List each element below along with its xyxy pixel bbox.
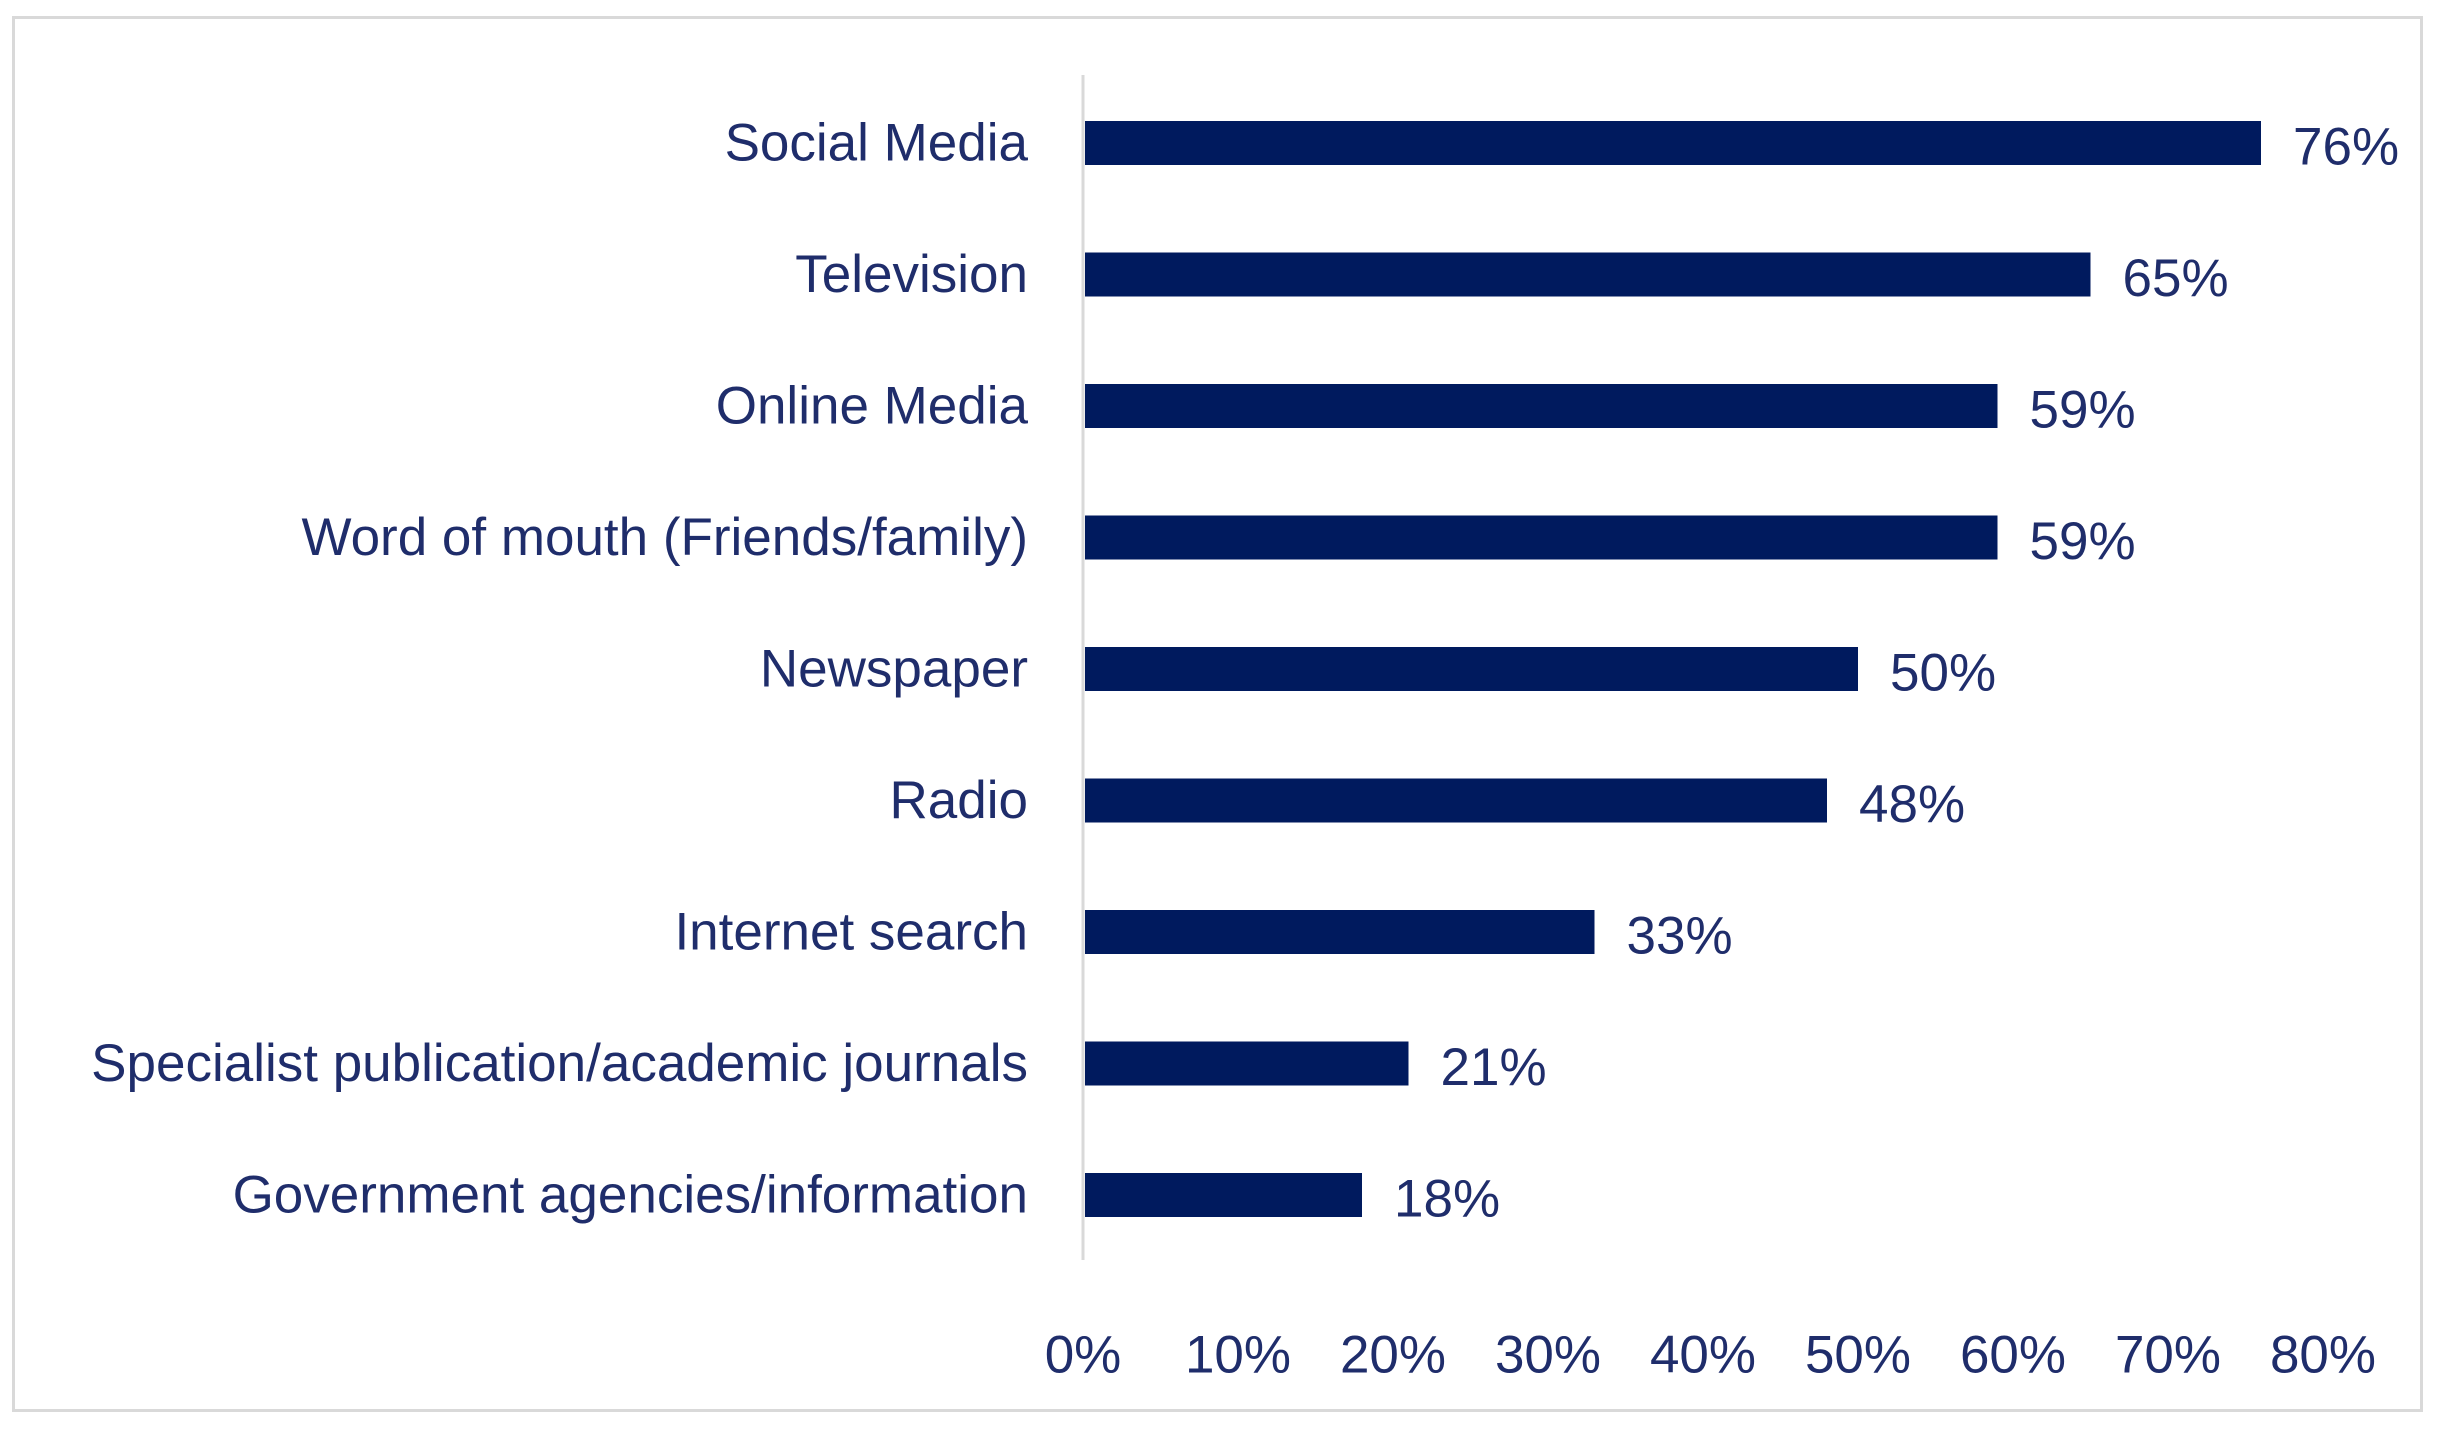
bars-group	[1085, 121, 2261, 1217]
x-axis-tick-labels: 0% 10% 20% 30% 40% 50% 60% 70% 80%	[1045, 1326, 2376, 1385]
value-label: 48%	[1859, 775, 1965, 834]
value-labels: 76% 65% 59% 59% 50% 48% 33% 21% 18%	[1394, 118, 2399, 1229]
value-label: 18%	[1394, 1170, 1500, 1229]
bar	[1085, 1173, 1362, 1217]
category-label: Internet search	[674, 903, 1028, 962]
bar	[1085, 252, 2091, 297]
category-label: Social Media	[725, 114, 1029, 173]
value-label: 33%	[1627, 907, 1733, 966]
value-label: 76%	[2293, 118, 2399, 177]
bar	[1085, 121, 2261, 165]
category-label: Word of mouth (Friends/family)	[302, 508, 1029, 567]
bar	[1085, 778, 1827, 823]
value-label: 59%	[2030, 381, 2136, 440]
x-tick-label: 50%	[1805, 1326, 1911, 1385]
x-tick-label: 70%	[2115, 1326, 2221, 1385]
bar	[1085, 1041, 1409, 1086]
bar	[1085, 910, 1595, 954]
category-label: Radio	[890, 771, 1028, 830]
category-label: Specialist publication/academic journals	[91, 1034, 1028, 1093]
bar	[1085, 515, 1998, 560]
value-label: 65%	[2123, 249, 2229, 308]
value-label: 21%	[1441, 1038, 1547, 1097]
bar	[1085, 647, 1858, 691]
x-tick-label: 60%	[1960, 1326, 2066, 1385]
x-tick-label: 20%	[1340, 1326, 1446, 1385]
x-tick-label: 40%	[1650, 1326, 1756, 1385]
category-label: Television	[795, 245, 1028, 304]
x-tick-label: 10%	[1185, 1326, 1291, 1385]
x-tick-label: 80%	[2270, 1326, 2376, 1385]
value-label: 50%	[1890, 644, 1996, 703]
x-tick-label: 0%	[1045, 1326, 1122, 1385]
category-labels: Social Media Television Online Media Word o…	[91, 114, 1028, 1225]
category-label: Government agencies/information	[233, 1166, 1028, 1225]
x-tick-label: 30%	[1495, 1326, 1601, 1385]
bar	[1085, 384, 1998, 428]
value-label: 59%	[2030, 512, 2136, 571]
category-label: Online Media	[716, 377, 1029, 436]
category-label: Newspaper	[760, 640, 1028, 699]
